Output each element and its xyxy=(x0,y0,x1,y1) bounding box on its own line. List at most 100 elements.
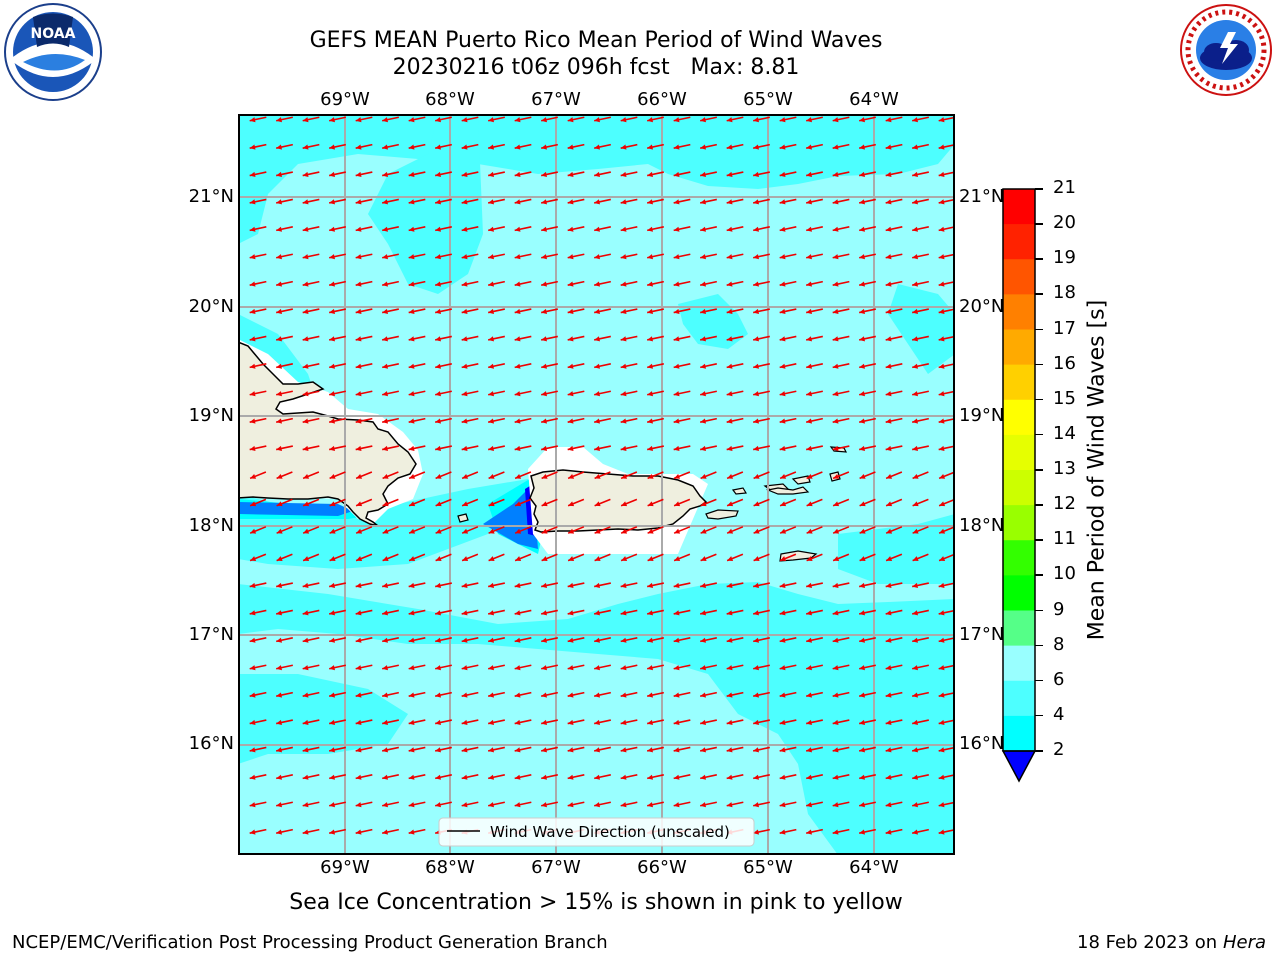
wind-arrow xyxy=(488,198,505,205)
wind-arrow xyxy=(938,471,954,480)
lat-tick-left: 19°N xyxy=(188,405,234,426)
wind-arrow xyxy=(885,637,903,643)
wind-arrow xyxy=(541,116,558,123)
wind-arrow xyxy=(514,746,532,753)
wind-arrow xyxy=(647,417,664,424)
wind-arrow xyxy=(567,417,585,424)
wind-arrow xyxy=(859,719,876,725)
lat-tick-left: 21°N xyxy=(188,186,234,207)
wind-arrow xyxy=(382,582,399,588)
wind-arrow xyxy=(912,198,929,205)
wind-arrow xyxy=(673,609,691,616)
wind-arrow xyxy=(567,335,585,342)
wind-arrow xyxy=(912,774,929,780)
wind-arrow xyxy=(594,746,611,753)
wind-arrow xyxy=(647,719,664,725)
wind-arrow xyxy=(355,226,373,232)
wind-arrow xyxy=(938,719,954,725)
colorbar-tick-mark xyxy=(1035,714,1043,717)
wind-arrow xyxy=(541,526,558,534)
wind-arrow xyxy=(673,498,691,507)
wind-arrow xyxy=(355,719,373,725)
wind-arrow xyxy=(276,417,293,424)
wind-arrow xyxy=(355,801,373,808)
wind-arrow xyxy=(753,417,770,424)
wind-arrow xyxy=(832,280,850,287)
wind-arrow xyxy=(435,116,452,123)
wind-arrow xyxy=(435,363,452,369)
wind-arrow xyxy=(885,280,903,287)
wind-arrow xyxy=(435,171,452,177)
wind-arrow xyxy=(488,445,505,451)
wind-arrow xyxy=(276,143,293,150)
wind-arrow xyxy=(567,363,585,369)
wind-arrow xyxy=(726,691,744,698)
wind-arrow xyxy=(408,498,426,507)
wind-arrow xyxy=(461,691,479,698)
wind-arrow xyxy=(753,363,770,369)
wind-arrow xyxy=(488,226,505,232)
wind-arrow xyxy=(355,308,373,314)
wind-arrow xyxy=(408,664,426,671)
wind-arrow xyxy=(726,498,744,507)
wind-arrow xyxy=(700,171,717,177)
wind-arrow xyxy=(541,253,558,260)
wind-arrow xyxy=(488,801,505,808)
wind-arrow xyxy=(276,335,293,342)
wind-arrow xyxy=(938,418,954,424)
wind-arrow xyxy=(276,691,293,698)
wind-arrow xyxy=(806,280,823,287)
wind-arrow xyxy=(859,609,876,616)
wind-arrow xyxy=(620,609,638,616)
wind-arrow xyxy=(779,498,797,507)
noaa-logo: NOAA xyxy=(3,2,103,102)
wind-arrow xyxy=(673,363,691,369)
wind-arrow xyxy=(726,280,744,287)
wind-arrow xyxy=(806,637,823,643)
wind-arrow xyxy=(753,390,770,397)
colorbar-segment xyxy=(1003,470,1035,506)
wind-arrow xyxy=(620,308,638,314)
wind-arrow xyxy=(382,308,399,314)
colorbar-tick-label: 16 xyxy=(1053,352,1076,374)
wind-arrow xyxy=(806,582,823,588)
wind-arrow xyxy=(382,417,399,424)
wind-arrow xyxy=(249,143,267,150)
wind-arrow xyxy=(620,691,638,698)
lon-tick-top: 67°W xyxy=(531,89,581,110)
wind-arrow xyxy=(859,445,876,451)
wind-arrow xyxy=(647,335,664,342)
wind-arrow xyxy=(620,445,638,451)
wind-arrow xyxy=(912,553,929,562)
wind-arrow xyxy=(726,553,744,562)
wind-arrow xyxy=(700,498,717,507)
wind-arrow xyxy=(302,526,320,534)
wind-arrow xyxy=(806,171,823,177)
wind-arrow xyxy=(753,582,770,588)
wind-arrow xyxy=(647,471,664,480)
wind-arrow xyxy=(673,253,691,260)
wind-arrow xyxy=(541,582,558,588)
wind-arrow xyxy=(938,582,954,588)
wind-arrow xyxy=(355,390,373,397)
wind-arrow xyxy=(461,746,479,753)
wind-arrow xyxy=(832,664,850,671)
wind-arrow xyxy=(859,664,876,671)
lat-tick-left: 17°N xyxy=(188,624,234,645)
wind-arrow xyxy=(488,143,505,150)
wind-arrow xyxy=(329,116,346,123)
colorbar-segment xyxy=(1003,505,1035,541)
wind-arrow xyxy=(488,719,505,725)
wind-arrow xyxy=(488,637,505,643)
wind-arrow xyxy=(779,746,797,753)
wind-arrow xyxy=(382,498,399,507)
wind-arrow xyxy=(408,801,426,808)
wind-arrow xyxy=(488,363,505,369)
wind-arrow xyxy=(249,363,267,369)
wind-arrow xyxy=(832,691,850,698)
wind-arrow xyxy=(753,143,770,150)
wind-arrow xyxy=(726,335,744,342)
wind-arrow xyxy=(276,664,293,671)
wind-arrow xyxy=(859,746,876,753)
wind-arrow xyxy=(382,471,399,480)
